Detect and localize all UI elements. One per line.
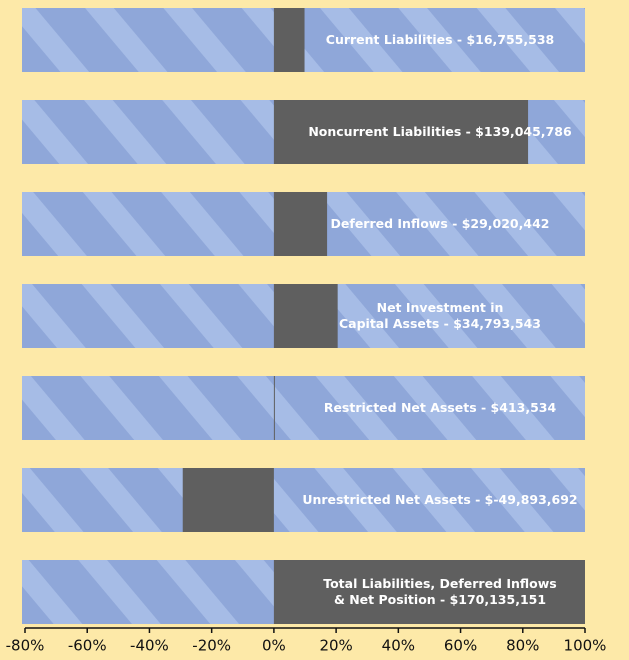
bar-label: Current Liabilities - $16,755,538 xyxy=(326,32,554,47)
bar xyxy=(273,284,338,348)
bar-label-line: Noncurrent Liabilities - $139,045,786 xyxy=(308,124,572,139)
x-tick-label: -60% xyxy=(68,637,107,655)
bar xyxy=(273,192,328,256)
bar xyxy=(273,376,275,440)
row-background xyxy=(22,376,585,440)
bar-label-line: Unrestricted Net Assets - $-49,893,692 xyxy=(302,492,577,507)
bar-label: Total Liabilities, Deferred Inflows & Net… xyxy=(323,576,557,607)
bar-label-line: Restricted Net Assets - $413,534 xyxy=(324,400,557,415)
bar-label: Net Investment in Capital Assets - $34,79… xyxy=(339,300,541,331)
bar-label: Restricted Net Assets - $413,534 xyxy=(324,400,557,415)
x-tick-label: -20% xyxy=(192,637,231,655)
bar-label-line: Capital Assets - $34,793,543 xyxy=(339,316,541,331)
x-tick-label: 60% xyxy=(444,637,477,655)
bar xyxy=(182,468,274,532)
bar-label: Noncurrent Liabilities - $139,045,786 xyxy=(308,124,572,139)
bar-label-line: & Net Position - $170,135,151 xyxy=(334,592,546,607)
x-tick-label: -40% xyxy=(130,637,169,655)
x-tick-label: 40% xyxy=(382,637,415,655)
bar-label-line: Net Investment in xyxy=(377,300,504,315)
bar-label: Deferred Inflows - $29,020,442 xyxy=(331,216,550,231)
x-tick-label: 100% xyxy=(564,637,607,655)
x-tick-label: 80% xyxy=(506,637,539,655)
bar xyxy=(273,8,305,72)
bar xyxy=(273,100,529,164)
bar-label-line: Deferred Inflows - $29,020,442 xyxy=(331,216,550,231)
bar-label-line: Current Liabilities - $16,755,538 xyxy=(326,32,554,47)
row-background xyxy=(22,468,585,532)
bar xyxy=(273,560,585,624)
x-tick-label: -80% xyxy=(6,637,45,655)
bar-label-line: Total Liabilities, Deferred Inflows xyxy=(323,576,557,591)
x-tick-label: 20% xyxy=(319,637,352,655)
x-tick-label: 0% xyxy=(262,637,286,655)
bar-label: Unrestricted Net Assets - $-49,893,692 xyxy=(302,492,577,507)
